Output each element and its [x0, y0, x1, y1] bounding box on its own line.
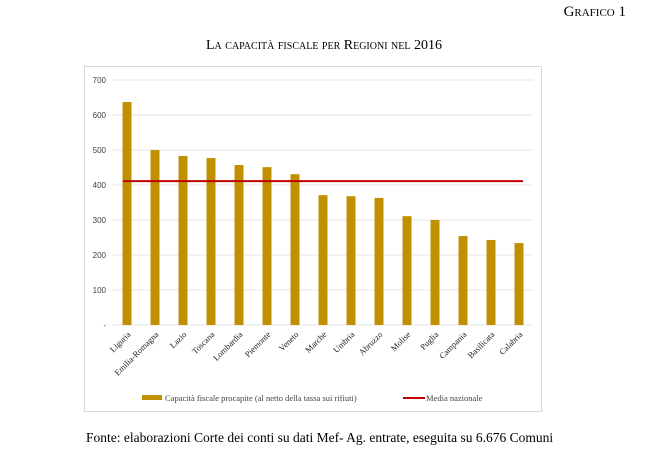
- bar-umbria: [346, 196, 356, 325]
- bar-toscana: [206, 158, 216, 325]
- figure-label: Grafico 1: [563, 4, 626, 20]
- x-tick-label: Campania: [437, 329, 469, 361]
- bar-molise: [402, 216, 412, 325]
- y-axis-ticks: - 100 200 300 400 500 600 700: [93, 76, 107, 330]
- bar-lazio: [178, 155, 188, 325]
- bar-calabria: [514, 243, 524, 325]
- x-tick-label: Puglia: [418, 329, 441, 352]
- x-tick-label: Veneto: [277, 329, 301, 353]
- y-tick-label: 600: [93, 111, 107, 120]
- x-tick-label: Liguria: [108, 329, 133, 354]
- y-tick-label: 300: [93, 216, 107, 225]
- y-tick-label: 100: [93, 286, 107, 295]
- bar-emilia-romagna: [150, 150, 160, 325]
- bar-campania: [458, 236, 468, 325]
- legend-label-line: Media nazionale: [426, 393, 483, 403]
- bar-marche: [318, 195, 328, 325]
- x-tick-label: Lazio: [168, 329, 189, 350]
- legend-swatch-bar: [142, 395, 162, 400]
- x-tick-label: Toscana: [190, 329, 217, 356]
- bar-puglia: [430, 220, 440, 325]
- chart-title: La capacità fiscale per Regioni nel 2016: [206, 38, 442, 53]
- x-tick-label: Lombardia: [211, 329, 245, 363]
- x-tick-label: Molise: [389, 329, 413, 353]
- source-note: Fonte: elaborazioni Corte dei conti su d…: [86, 430, 554, 445]
- x-tick-label: Calabria: [497, 329, 525, 357]
- x-tick-label: Piemonte: [243, 329, 273, 359]
- bar-piemonte: [262, 167, 272, 325]
- legend-label-bar: Capacità fiscale procapite (al netto del…: [165, 393, 357, 403]
- x-tick-label: Basilicata: [466, 329, 497, 360]
- y-tick-label: 700: [93, 76, 107, 85]
- x-tick-label: Marche: [303, 329, 329, 355]
- chart-frame: [84, 66, 542, 412]
- y-tick-label: 500: [93, 146, 107, 155]
- bar-abruzzo: [374, 197, 384, 325]
- y-tick-label: -: [103, 321, 106, 330]
- y-tick-label: 400: [93, 181, 107, 190]
- bars: [122, 102, 524, 325]
- legend: Capacità fiscale procapite (al netto del…: [142, 393, 483, 403]
- bar-basilicata: [486, 239, 496, 325]
- bar-veneto: [290, 174, 300, 325]
- bar-liguria: [122, 102, 132, 325]
- x-tick-label: Abruzzo: [357, 329, 385, 357]
- bar-lombardia: [234, 165, 244, 325]
- y-tick-label: 200: [93, 251, 107, 260]
- x-tick-label: Umbria: [331, 329, 357, 355]
